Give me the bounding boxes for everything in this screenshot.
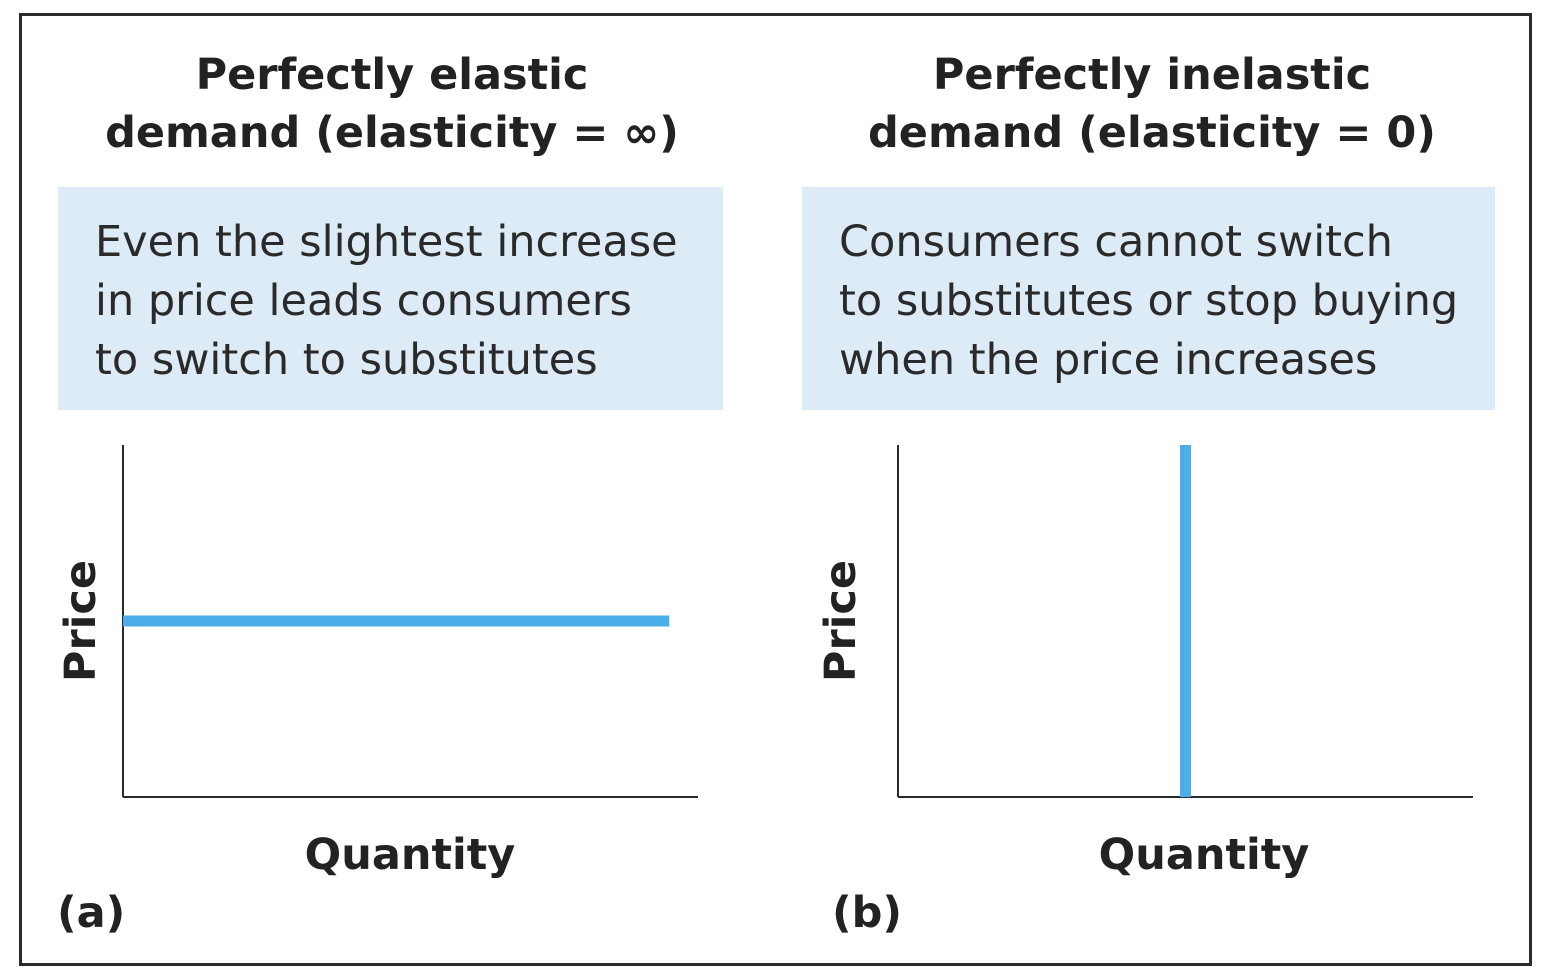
panel-b-title-line-1: Perfectly inelastic — [932, 50, 1372, 100]
panel-a-letter: (a) — [57, 888, 126, 938]
panel-a: Perfectly elastic demand (elasticity = ∞… — [22, 16, 782, 963]
figure-frame: Perfectly elastic demand (elasticity = ∞… — [19, 13, 1532, 966]
panel-b-note-line-1: Consumers cannot switch — [839, 217, 1393, 267]
panel-b: Perfectly inelastic demand (elasticity =… — [782, 16, 1532, 963]
panel-a-title: Perfectly elastic demand (elasticity = ∞… — [62, 46, 722, 162]
panel-b-letter: (b) — [832, 888, 903, 938]
panel-b-note-box: Consumers cannot switch to substitutes o… — [802, 187, 1495, 410]
panel-a-note-line-3: to switch to substitutes — [95, 335, 598, 385]
panel-b-note-line-3: when the price increases — [839, 335, 1378, 385]
panel-a-plot — [122, 445, 698, 798]
panel-b-note-line-2: to substitutes or stop buying — [839, 276, 1459, 326]
panel-a-x-axis-label: Quantity — [304, 830, 516, 880]
panel-b-title-line-2: demand (elasticity = 0) — [868, 108, 1436, 158]
panel-b-title: Perfectly inelastic demand (elasticity =… — [802, 46, 1502, 162]
panel-a-note-box: Even the slightest increase in price lea… — [58, 187, 723, 410]
panel-a-y-axis-label: Price — [56, 559, 106, 683]
panel-a-note-line-2: in price leads consumers — [95, 276, 632, 326]
panel-b-plot — [897, 445, 1473, 798]
panel-a-title-line-2: demand (elasticity = ∞) — [105, 108, 679, 158]
panel-a-note-line-1: Even the slightest increase — [95, 217, 678, 267]
panel-a-title-line-1: Perfectly elastic — [195, 50, 589, 100]
panel-b-y-axis-label: Price — [816, 559, 866, 683]
panel-b-x-axis-label: Quantity — [1098, 830, 1310, 880]
